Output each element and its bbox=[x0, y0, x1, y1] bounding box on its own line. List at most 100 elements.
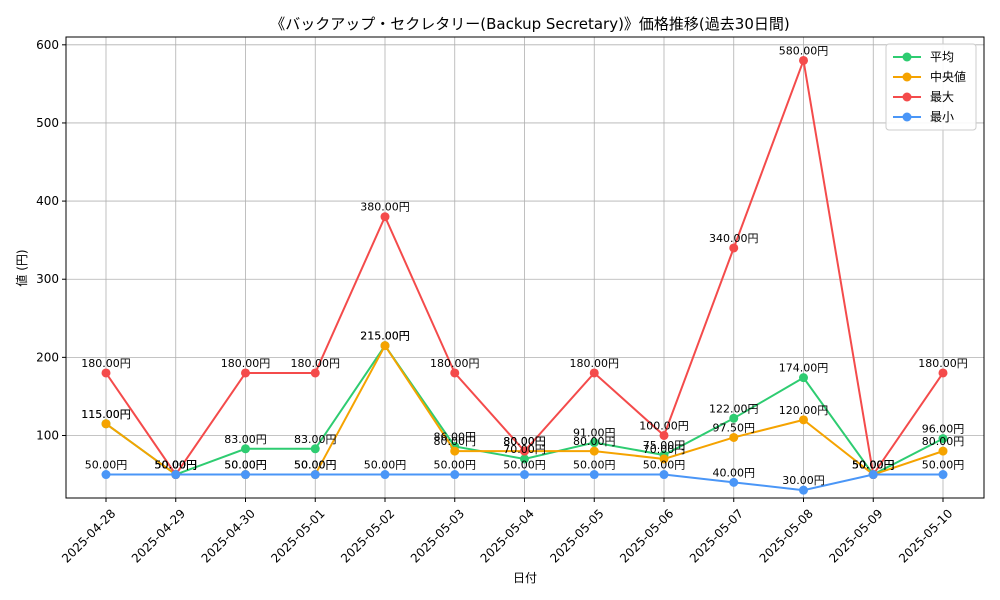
x-tick-label: 2025-05-05 bbox=[547, 506, 606, 565]
data-label: 50.00円 bbox=[503, 459, 546, 472]
data-label: 91.00円 bbox=[573, 427, 616, 440]
data-label: 180.00円 bbox=[81, 357, 131, 370]
data-label: 70.00円 bbox=[643, 443, 686, 456]
data-label: 180.00円 bbox=[221, 357, 271, 370]
data-label: 50.00円 bbox=[155, 459, 198, 472]
data-label: 180.00円 bbox=[570, 357, 620, 370]
x-tick-label: 2025-05-06 bbox=[617, 506, 676, 565]
data-label: 80.00円 bbox=[503, 435, 546, 448]
data-point bbox=[101, 470, 111, 480]
series-layer bbox=[101, 55, 948, 495]
data-label: 50.00円 bbox=[852, 459, 895, 472]
data-label: 83.00円 bbox=[294, 433, 337, 446]
x-tick-label: 2025-05-01 bbox=[268, 506, 327, 565]
data-label: 380.00円 bbox=[360, 201, 410, 214]
data-label: 70.00円 bbox=[503, 443, 546, 456]
data-label: 120.00円 bbox=[779, 404, 829, 417]
data-label: 50.00円 bbox=[155, 459, 198, 472]
x-tick-label: 2025-05-02 bbox=[338, 506, 397, 565]
data-label: 115.00円 bbox=[81, 408, 131, 421]
grid bbox=[66, 37, 984, 498]
data-label: 50.00円 bbox=[852, 459, 895, 472]
data-point bbox=[241, 470, 250, 480]
plot-frame bbox=[65, 36, 985, 499]
legend-marker bbox=[902, 112, 912, 122]
y-tick-label: 400 bbox=[36, 194, 59, 208]
data-label: 75.00円 bbox=[643, 439, 686, 452]
x-tick-label: 2025-05-10 bbox=[896, 506, 955, 565]
series-3 bbox=[101, 470, 948, 495]
legend-box bbox=[885, 43, 977, 131]
data-point bbox=[938, 470, 948, 480]
x-tick-label: 2025-04-28 bbox=[59, 506, 118, 565]
data-label: 180.00円 bbox=[918, 357, 968, 370]
x-tick-label: 2025-04-30 bbox=[199, 506, 258, 565]
data-label: 80.00円 bbox=[573, 435, 616, 448]
data-label: 50.00円 bbox=[224, 459, 267, 472]
data-point bbox=[380, 212, 390, 222]
data-label: 50.00円 bbox=[364, 459, 407, 472]
data-label: 122.00円 bbox=[709, 402, 759, 415]
data-point bbox=[659, 470, 669, 480]
legend-label: 最小 bbox=[930, 110, 954, 124]
data-label: 86.00円 bbox=[434, 430, 477, 443]
data-point bbox=[101, 419, 111, 429]
data-label: 83.00円 bbox=[224, 433, 267, 446]
data-point bbox=[938, 368, 948, 378]
chart-title: 《バックアップ・セクレタリー(Backup Secretary)》価格推移(過去… bbox=[270, 15, 789, 33]
data-point bbox=[450, 446, 460, 456]
y-tick-label: 200 bbox=[36, 350, 59, 364]
data-label: 50.00円 bbox=[85, 459, 128, 472]
data-label: 340.00円 bbox=[709, 232, 759, 245]
data-point bbox=[101, 368, 111, 378]
data-point bbox=[171, 470, 181, 480]
data-point bbox=[729, 432, 739, 442]
data-label: 174.00円 bbox=[779, 362, 829, 375]
data-label: 50.00円 bbox=[155, 459, 198, 472]
y-axis: 100 200 300 400 500 600 bbox=[36, 38, 66, 442]
data-label: 100.00円 bbox=[639, 419, 689, 432]
legend-marker bbox=[902, 52, 912, 62]
x-tick-label: 2025-05-08 bbox=[757, 506, 816, 565]
data-label: 80.00円 bbox=[434, 435, 477, 448]
data-point bbox=[799, 373, 808, 383]
data-point bbox=[520, 446, 529, 456]
data-point bbox=[520, 454, 529, 464]
data-point bbox=[241, 444, 250, 454]
legend-marker bbox=[902, 72, 912, 82]
data-point bbox=[868, 470, 878, 480]
data-label: 50.00円 bbox=[224, 459, 267, 472]
data-point bbox=[659, 430, 669, 440]
y-tick-label: 500 bbox=[36, 116, 59, 130]
legend-label: 平均 bbox=[930, 50, 954, 64]
x-tick-label: 2025-05-03 bbox=[408, 506, 467, 565]
data-point bbox=[310, 368, 320, 378]
data-label: 80.00円 bbox=[922, 435, 965, 448]
data-label: 80.00円 bbox=[503, 435, 546, 448]
data-point bbox=[520, 470, 529, 480]
data-label: 215.00円 bbox=[360, 330, 410, 343]
data-point bbox=[589, 446, 599, 456]
data-label: 580.00円 bbox=[779, 44, 829, 57]
data-point bbox=[729, 477, 739, 487]
data-point bbox=[380, 470, 390, 480]
legend-marker bbox=[902, 92, 912, 102]
legend-label: 最大 bbox=[930, 90, 954, 104]
data-point bbox=[589, 470, 599, 480]
data-point bbox=[310, 470, 320, 480]
data-label: 50.00円 bbox=[155, 459, 198, 472]
data-point bbox=[310, 444, 320, 454]
data-point bbox=[938, 446, 948, 456]
data-point bbox=[799, 415, 808, 425]
x-axis: 2025-04-28 2025-04-29 2025-04-30 2025-05-01… bbox=[59, 498, 955, 566]
y-tick-label: 100 bbox=[36, 428, 59, 442]
data-point bbox=[659, 454, 669, 464]
data-label: 50.00円 bbox=[852, 459, 895, 472]
data-point bbox=[450, 470, 460, 480]
x-axis-label: 日付 bbox=[513, 571, 537, 585]
data-point bbox=[450, 368, 460, 378]
data-point bbox=[729, 243, 739, 253]
x-tick-label: 2025-04-29 bbox=[129, 506, 188, 565]
